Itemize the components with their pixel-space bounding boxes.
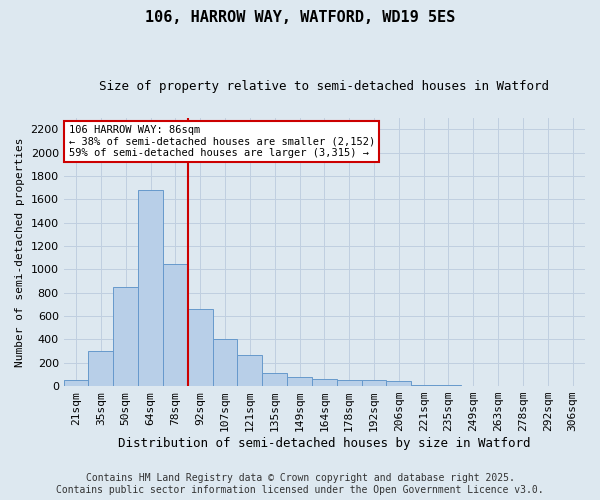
Bar [138,190,163,386]
Bar [163,264,188,386]
Bar [312,379,337,386]
Text: 106, HARROW WAY, WATFORD, WD19 5ES: 106, HARROW WAY, WATFORD, WD19 5ES [145,10,455,25]
Bar [88,351,113,386]
Bar [113,287,138,386]
Bar [337,380,362,386]
Text: Contains HM Land Registry data © Crown copyright and database right 2025.
Contai: Contains HM Land Registry data © Crown c… [56,474,544,495]
Bar [411,385,436,386]
Y-axis label: Number of semi-detached properties: Number of semi-detached properties [15,137,25,366]
Bar [238,354,262,386]
Bar [262,374,287,386]
Bar [436,385,461,386]
Bar [212,340,238,386]
Bar [188,309,212,386]
Bar [362,380,386,386]
Title: Size of property relative to semi-detached houses in Watford: Size of property relative to semi-detach… [100,80,550,93]
X-axis label: Distribution of semi-detached houses by size in Watford: Distribution of semi-detached houses by … [118,437,530,450]
Bar [64,380,88,386]
Bar [287,377,312,386]
Text: 106 HARROW WAY: 86sqm
← 38% of semi-detached houses are smaller (2,152)
59% of s: 106 HARROW WAY: 86sqm ← 38% of semi-deta… [68,125,375,158]
Bar [386,382,411,386]
